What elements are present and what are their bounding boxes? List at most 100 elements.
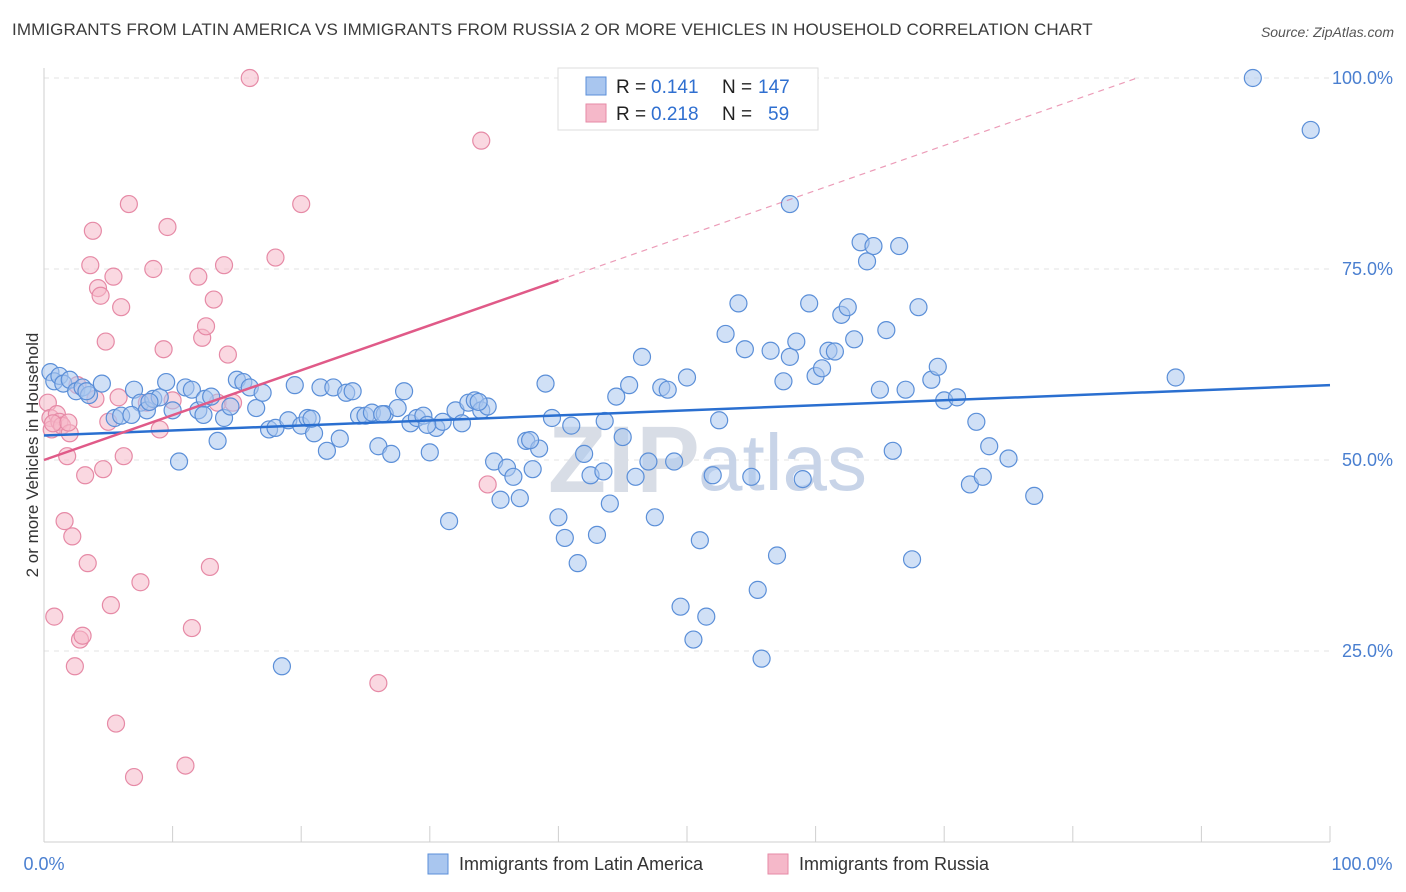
latin-america-point-24	[208, 431, 227, 450]
latin-america-point-62	[452, 414, 472, 433]
latin-america-point-144	[1166, 368, 1185, 387]
latin-america-point-77	[549, 508, 568, 527]
latin-america-point-155	[122, 405, 141, 425]
russia-point-11	[65, 657, 84, 676]
trend-line-russia	[43, 279, 559, 462]
russia-point-16	[78, 554, 97, 573]
latin-america-point-26	[221, 397, 240, 416]
latin-america-point-43	[330, 429, 349, 448]
latin-america-point-16	[157, 372, 176, 392]
latin-america-point-119	[825, 342, 844, 361]
y-tick-labels: 25.0% 50.0% 75.0% 100.0%	[1332, 68, 1393, 661]
legend-label-russia: Immigrants from Russia	[799, 854, 990, 874]
stats-swatch-pink	[585, 103, 607, 123]
latin-america-point-85	[600, 494, 619, 513]
latin-america-point-91	[639, 452, 658, 471]
latin-america-point-81	[575, 444, 594, 463]
y-tick-label-75: 75.0%	[1342, 259, 1393, 279]
latin-america-point-92	[645, 508, 664, 527]
latin-america-point-97	[677, 368, 697, 387]
russia-point-55	[472, 131, 491, 150]
latin-america-point-150	[373, 405, 392, 424]
latin-america-point-76	[542, 408, 562, 428]
latin-america-point-115	[800, 294, 819, 313]
latin-america-point-83	[587, 525, 607, 544]
latin-america-point-126	[870, 380, 890, 399]
latin-america-point-112	[780, 347, 799, 366]
latin-america-point-30	[247, 398, 266, 418]
russia-point-27	[106, 714, 126, 733]
latin-america-point-140	[980, 437, 999, 456]
latin-america-point-139	[973, 467, 992, 486]
latin-america-point-45	[343, 382, 362, 401]
russia-point-45	[200, 557, 219, 577]
latin-america-point-134	[928, 357, 947, 376]
latin-america-point-129	[890, 236, 909, 256]
russia-point-38	[158, 217, 177, 237]
stats-r-label-1: R =	[616, 77, 646, 98]
stats-n-label-1: N =	[722, 77, 752, 98]
russia-point-54	[369, 673, 388, 693]
latin-america-point-136	[947, 388, 967, 407]
latin-america-point-104	[729, 294, 748, 313]
russia-point-7	[55, 512, 74, 531]
russia-point-42	[189, 267, 208, 286]
russia-point-53	[292, 194, 311, 214]
latin-america-point-51	[382, 444, 401, 463]
latin-america-point-89	[626, 467, 645, 486]
latin-america-point-34	[272, 657, 292, 676]
latin-america-point-73	[523, 460, 542, 479]
latin-america-point-101	[703, 466, 722, 485]
russia-point-26	[104, 267, 123, 286]
russia-point-48	[214, 256, 234, 275]
russia-point-22	[94, 460, 113, 479]
legend-swatch-russia	[767, 853, 789, 875]
russia-point-52	[266, 248, 285, 267]
latin-america-point-125	[864, 236, 883, 256]
latin-america-point-86	[607, 387, 626, 406]
latin-america-point-147	[77, 382, 96, 401]
stats-n-value-1: 147	[758, 77, 790, 98]
russia-point-25	[101, 596, 120, 615]
x-tick-label-min: 0.0%	[23, 854, 64, 874]
stats-r-value-1: 0.141	[651, 77, 699, 98]
russia-point-28	[109, 388, 128, 407]
latin-america-point-130	[896, 380, 915, 399]
latin-america-point-142	[1025, 486, 1044, 506]
latin-america-point-146	[1301, 120, 1320, 140]
russia-point-36	[150, 420, 169, 439]
latin-america-point-131	[902, 550, 922, 569]
stats-box: R = 0.141 N = 147 R = 0.218 N = 59	[557, 67, 819, 131]
latin-america-point-100	[697, 607, 716, 626]
latin-america-point-124	[857, 252, 877, 271]
latin-america-point-114	[793, 470, 812, 489]
trend-line-russia-extension	[558, 77, 1138, 282]
latin-america-point-88	[620, 376, 639, 395]
latin-america-point-110	[767, 546, 787, 565]
latin-america-point-57	[420, 443, 439, 462]
latin-america-point-113	[787, 332, 806, 351]
latin-america-point-94	[658, 380, 677, 399]
latin-america-point-152	[469, 392, 488, 412]
latin-america-point-117	[812, 359, 832, 378]
x-tick-label-max: 100.0%	[1331, 854, 1392, 874]
russia-point-14	[73, 626, 92, 645]
latin-america-point-78	[555, 528, 574, 548]
latin-america-point-95	[665, 452, 684, 471]
latin-america-point-128	[883, 441, 902, 460]
stats-r-label-2: R =	[616, 104, 646, 125]
russia-point-46	[204, 290, 223, 309]
stats-r-value-2: 0.218	[651, 104, 699, 125]
latin-america-point-68	[491, 490, 510, 509]
russia-point-40	[176, 756, 195, 775]
russia-point-23	[96, 332, 115, 351]
latin-america-point-121	[838, 298, 857, 317]
watermark-atlas: atlas	[698, 418, 867, 507]
latin-america-point-80	[568, 554, 587, 573]
y-tick-label-25: 25.0%	[1342, 641, 1393, 661]
latin-america-point-84	[594, 462, 613, 481]
stats-n-label-2: N =	[722, 104, 752, 125]
latin-america-point-107	[748, 580, 767, 599]
russia-point-29	[112, 298, 131, 317]
latin-america-point-138	[967, 412, 986, 431]
